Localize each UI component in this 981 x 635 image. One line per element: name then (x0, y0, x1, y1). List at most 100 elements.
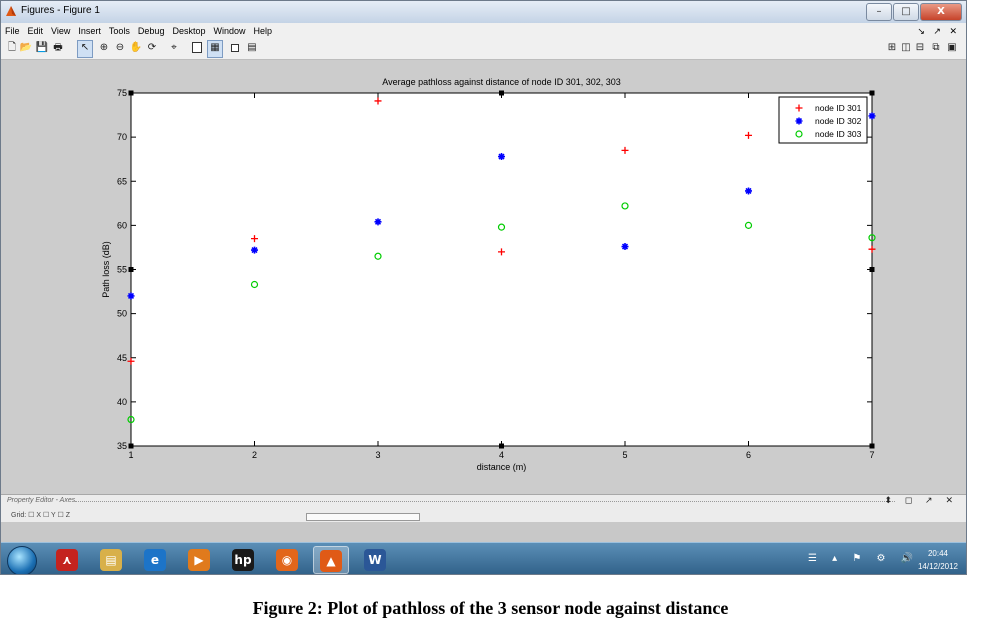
data-point-node-id-303 (621, 202, 629, 210)
menu-edit[interactable]: Edit (27, 26, 44, 36)
x-tick-label: 1 (128, 450, 133, 460)
zoom-in-icon[interactable]: ⊕ (99, 42, 109, 53)
zoom-out-icon[interactable]: ⊖ (115, 42, 125, 53)
open-file-icon[interactable]: 📂 (19, 42, 33, 53)
menu-help[interactable]: Help (253, 26, 273, 36)
selection-handle (499, 443, 504, 449)
print-icon[interactable]: 🖶 (53, 42, 63, 53)
data-point-node-id-303 (127, 415, 135, 424)
tile-layout-icon[interactable]: ⊞ (887, 42, 897, 53)
matlab-icon[interactable]: ▲ (313, 546, 349, 574)
colorbar-icon[interactable] (192, 42, 202, 53)
data-point-node-id-303 (374, 252, 382, 260)
save-icon[interactable]: 💾 (35, 42, 49, 53)
figure-canvas[interactable]: Average pathloss against distance of nod… (1, 60, 966, 494)
clock[interactable]: 20:44 14/12/2012 (918, 547, 958, 573)
firefox-icon[interactable]: ◉ (269, 546, 305, 574)
matlab-app-icon (6, 6, 16, 16)
media-player-icon[interactable]: ▶ (181, 546, 217, 574)
scatter-plot[interactable]: Average pathloss against distance of nod… (1, 60, 966, 494)
x-axis-label: distance (m) (477, 462, 527, 472)
title-bar[interactable]: Figures - Figure 1 – □ X (1, 1, 966, 24)
rotate-icon[interactable]: ⟳ (147, 42, 157, 53)
clock-date: 14/12/2012 (917, 562, 958, 571)
data-point-node-id-301 (745, 131, 752, 139)
figure-toolbar: 🗋 📂 💾 🖶 ↖ ⊕ ⊖ ✋ ⟳ ⌖ ▦ ▤ ⊞ ◫ ⊟ ⧉ ▣ (1, 39, 966, 60)
start-button[interactable] (7, 546, 37, 574)
data-point-node-id-302 (251, 246, 258, 254)
y-tick-label: 60 (117, 220, 127, 230)
chart-title: Average pathloss against distance of nod… (382, 77, 621, 87)
explorer-icon[interactable]: ▤ (93, 546, 129, 574)
maximize-layout-icon[interactable]: ▣ (947, 42, 957, 53)
new-figure-icon[interactable]: 🗋 (7, 42, 17, 53)
data-point-node-id-302 (868, 112, 876, 120)
property-editor: Property Editor - Axes ⬍ ◻ ↗ ✕ Grid: ☐ X… (1, 494, 966, 522)
menu-window[interactable]: Window (213, 26, 246, 36)
data-point-node-id-303 (744, 221, 753, 229)
figure-caption: Figure 2: Plot of pathloss of the 3 sens… (252, 598, 729, 618)
data-point-node-id-303 (868, 234, 876, 242)
minimize-button[interactable]: – (866, 3, 892, 21)
menu-insert[interactable]: Insert (78, 26, 101, 36)
show-plot-tools-icon[interactable]: ▤ (247, 42, 257, 53)
y-tick-label: 50 (117, 309, 127, 319)
menu-bar: File Edit View Insert Tools Debug Desktop Windo… (1, 23, 966, 39)
data-point-node-id-301 (251, 235, 258, 243)
acrobat-icon[interactable]: ⋏ (49, 546, 85, 574)
selection-handle (499, 90, 504, 96)
plot-area (130, 92, 873, 447)
data-point-node-id-302 (745, 187, 752, 195)
y-tick-label: 55 (117, 265, 127, 275)
ie-icon[interactable]: e (137, 546, 173, 574)
hp-icon[interactable]: hp (225, 546, 261, 574)
y-tick-label: 75 (117, 88, 127, 98)
data-point-node-id-301 (868, 245, 876, 253)
legend-marker (795, 117, 803, 125)
edit-plot-icon[interactable]: ↖ (77, 40, 93, 58)
y-tick-label: 70 (117, 132, 127, 142)
data-cursor-icon[interactable]: ⌖ (171, 42, 177, 53)
selection-handle (128, 443, 134, 449)
x-tick-label: 4 (499, 450, 504, 460)
clock-time: 20:44 (927, 549, 948, 558)
legend-entry: node ID 303 (815, 129, 862, 139)
menu-debug[interactable]: Debug (137, 26, 165, 36)
selection-handle (869, 267, 875, 272)
top-bottom-layout-icon[interactable]: ⊟ (915, 42, 925, 53)
legend-marker (795, 104, 803, 112)
maximize-button[interactable]: □ (893, 3, 919, 21)
property-editor-controls[interactable]: ⬍ ◻ ↗ ✕ (884, 496, 958, 506)
pan-icon[interactable]: ✋ (129, 42, 143, 53)
legend-icon[interactable]: ▦ (207, 40, 223, 58)
legend-marker (795, 130, 803, 138)
y-tick-label: 40 (117, 397, 127, 407)
selection-handle (128, 90, 134, 96)
x-tick-label: 2 (252, 450, 257, 460)
hide-plot-tools-icon[interactable] (231, 44, 239, 52)
float-icon[interactable]: ⧉ (932, 42, 940, 53)
menu-file[interactable]: File (5, 26, 20, 36)
data-point-node-id-302 (498, 153, 505, 161)
close-button[interactable]: X (920, 3, 962, 21)
system-tray: ☰ ▴ ⚑ ⚙ 🔊 20:44 14/12/2012 (808, 545, 958, 574)
left-right-layout-icon[interactable]: ◫ (901, 42, 911, 53)
menu-tools[interactable]: Tools (108, 26, 130, 36)
word-icon[interactable]: W (357, 546, 393, 574)
data-point-node-id-303 (250, 280, 259, 289)
menu-desktop[interactable]: Desktop (172, 26, 206, 36)
dock-controls[interactable]: ↘ ↗ ✕ (917, 26, 960, 36)
property-editor-scrollbar[interactable] (306, 513, 420, 521)
window-title: Figures - Figure 1 (21, 5, 100, 16)
y-tick-label: 35 (117, 441, 127, 451)
y-axis-label: Path loss (dB) (101, 241, 111, 298)
menu-view[interactable]: View (51, 26, 71, 36)
legend-entry: node ID 302 (815, 116, 862, 126)
tray-icons[interactable]: ☰ ▴ ⚑ ⚙ 🔊 (808, 553, 920, 564)
grid-checkboxes[interactable]: Grid: ☐ X ☐ Y ☐ Z (11, 512, 71, 519)
property-editor-title: Property Editor - Axes (7, 497, 76, 504)
data-point-node-id-301 (498, 248, 505, 256)
legend-box (778, 96, 868, 144)
data-point-node-id-302 (621, 243, 629, 251)
windows-taskbar: ⋏ ▤ e ▶ hp ◉ ▲ W ☰ ▴ ⚑ ⚙ 🔊 20:44 14/12/2012 (1, 542, 966, 574)
